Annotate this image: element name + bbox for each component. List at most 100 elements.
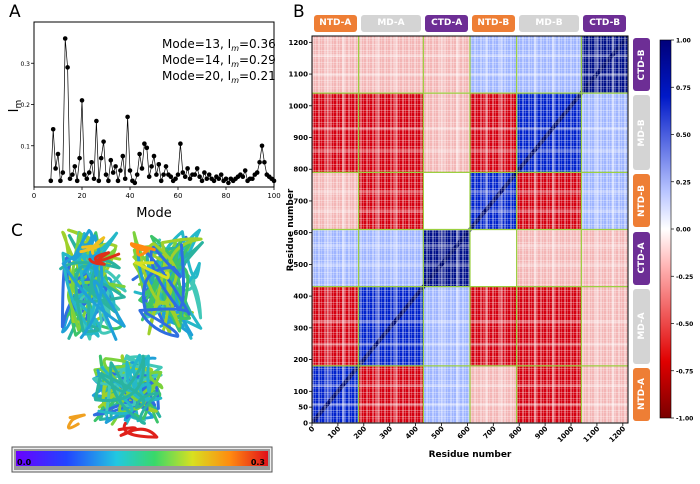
panel-b-y-tick-label: 600	[293, 229, 308, 237]
panel-a-point	[50, 126, 56, 132]
panel-b-ylabel: Residue number	[286, 188, 296, 271]
panel-a-point	[98, 155, 104, 161]
panel-a-x-tick-label: 40	[126, 192, 135, 200]
panel-a-y-tick-label: 0.2	[20, 102, 30, 109]
panel-a-point	[250, 176, 255, 182]
panel-a-annotation: Mode=20, Im=0.21	[162, 69, 276, 85]
panel-a-point	[122, 176, 128, 182]
panel-b-y-tick-label: 500	[293, 261, 308, 269]
panel-a-point	[146, 174, 152, 179]
panel-a-point	[132, 180, 138, 186]
panel-b-y-tick-label: 0	[303, 420, 308, 428]
panel-b-domain-gridlines	[312, 36, 628, 423]
panel-b-y-tick-label: 300	[293, 324, 308, 332]
panel-a-point	[218, 172, 224, 177]
panel-b-y-ticks: 0 50 100 200 300 400 500 600 700 800 900 1000 1100 12…	[289, 39, 312, 428]
panel-b-y-tick-label: 700	[293, 197, 308, 205]
panel-a-point	[262, 159, 267, 165]
panel-b-colorbar-tick-label: 0.00	[676, 227, 691, 234]
panel-a-point	[82, 172, 87, 177]
panel-a-point	[113, 164, 118, 169]
panel-a-point	[62, 36, 68, 41]
panel-a-point	[89, 159, 94, 165]
protein-ribbon-segment	[66, 413, 86, 430]
panel-a-x-tick-label: 20	[78, 192, 87, 200]
panel-a-point	[103, 172, 109, 177]
panel-a-point	[197, 174, 202, 179]
panel-b-x-tick-label: 800	[508, 425, 524, 441]
panel-a-point	[175, 172, 181, 177]
panel-a-point	[199, 178, 205, 184]
panel-a-point	[151, 153, 157, 159]
domain-tag-right-ctd-b: CTD-B	[633, 38, 650, 92]
panel-a-point	[65, 65, 70, 70]
panel-a-point	[115, 178, 121, 184]
domain-tag-top-md-b: MD-B	[518, 15, 580, 32]
panel-a-point	[158, 178, 164, 184]
panel-a-y-ticks: 0.1 0.2 0.3	[20, 61, 34, 150]
panel-b-colorbar-tick-label: 1.00	[676, 38, 691, 45]
panel-a-point	[259, 143, 265, 149]
panel-a-point	[161, 172, 166, 177]
panel-a-annotation: Mode=13, Im=0.36	[162, 37, 276, 53]
panel-a-letter: A	[9, 2, 21, 22]
domain-tag-right-ntd-a: NTD-A	[633, 367, 650, 421]
panel-a-point	[206, 172, 212, 177]
panel-b-x-tick-label: 700	[482, 425, 498, 441]
panel-a-point	[154, 172, 159, 177]
panel-a-point	[211, 178, 217, 184]
panel-b-x-tick-label: 1100	[582, 425, 602, 445]
domain-tag-top-md-a: MD-A	[360, 15, 422, 32]
panel-a-point	[216, 176, 222, 182]
panel-b-colorbar-tick-label: -1.00	[676, 416, 693, 423]
panel-b-colorbar-tick-label: -0.75	[676, 368, 693, 375]
panel-a-annotation: Mode=14, Im=0.29	[162, 53, 276, 69]
panel-a-point	[120, 153, 126, 159]
panel-b-x-tick-label: 900	[534, 425, 550, 441]
panel-a-point	[106, 178, 111, 184]
panel-a-point	[108, 157, 114, 163]
panel-a-xlabel: Mode	[136, 206, 171, 221]
panel-b-colorbar	[659, 39, 672, 419]
panel-b-y-tick-label: 400	[293, 293, 308, 301]
panel-b-y-tick-label: 800	[293, 166, 308, 174]
panel-c-structure: 0.0 0.3	[11, 228, 273, 473]
panel-a-point	[94, 118, 99, 124]
domain-tag-right-md-a: MD-A	[633, 288, 650, 364]
panel-b-x-ticks: 0 100 200 300 400 500 600 700 800 900 1000 1100 1200	[307, 423, 627, 444]
panel-a-point	[194, 166, 200, 171]
panel-a-x-tick-label: 100	[267, 192, 280, 200]
panel-c-colorbar	[16, 451, 268, 466]
panel-b-x-tick-label: 600	[456, 425, 472, 441]
panel-a-point	[58, 178, 63, 184]
panel-b-colorbar-tick-label: 0.25	[676, 179, 691, 186]
panel-a-point	[192, 172, 198, 177]
panel-c-colorbar-min: 0.0	[17, 458, 32, 467]
panel-a-point	[271, 178, 277, 184]
panel-b-x-tick-label: 500	[430, 425, 446, 441]
panel-a-point	[70, 172, 75, 177]
panel-b-y-tick-label: 200	[293, 356, 308, 364]
panel-a-point	[149, 164, 154, 169]
panel-a-x-tick-label: 60	[174, 192, 183, 200]
panel-b-xlabel: Residue number	[429, 450, 512, 460]
panel-a-point	[163, 164, 169, 169]
protein-ribbon-segment	[129, 242, 156, 257]
panel-a-point	[101, 139, 106, 144]
domain-tag-top-ctd-a: CTD-A	[425, 15, 468, 32]
panel-b-y-tick-label: 1200	[289, 39, 309, 47]
panel-a-point	[67, 176, 73, 182]
panel-a-point	[168, 174, 174, 179]
panel-a-y-tick-label: 0.1	[20, 143, 30, 150]
panel-a-point	[84, 176, 90, 182]
panel-b-y-tick-label: 1000	[289, 102, 309, 110]
panel-a-point	[96, 178, 102, 184]
panel-b-x-tick-label: 0	[307, 425, 316, 434]
domain-tag-right-md-b: MD-B	[633, 95, 650, 171]
panel-a-point	[125, 114, 130, 120]
panel-b-y-tick-label: 100	[293, 388, 308, 396]
domain-tag-right-ctd-a: CTD-A	[633, 231, 650, 285]
panel-a-point	[178, 141, 183, 146]
panel-a-point	[202, 170, 207, 175]
